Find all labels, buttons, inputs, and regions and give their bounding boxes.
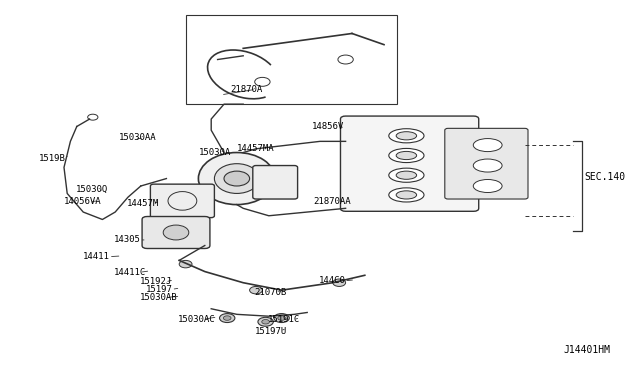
Ellipse shape <box>388 148 424 163</box>
Circle shape <box>220 314 235 323</box>
Circle shape <box>278 316 285 320</box>
Ellipse shape <box>396 132 417 140</box>
Ellipse shape <box>396 171 417 179</box>
Bar <box>186 15 397 104</box>
FancyBboxPatch shape <box>142 217 210 248</box>
Text: 1519B: 1519B <box>38 154 65 163</box>
Circle shape <box>274 314 289 323</box>
Text: 14457MA: 14457MA <box>237 144 275 153</box>
Text: 14411: 14411 <box>83 252 110 261</box>
Ellipse shape <box>396 151 417 160</box>
Ellipse shape <box>198 153 275 205</box>
Text: 14411C: 14411C <box>114 268 146 277</box>
Circle shape <box>179 260 192 268</box>
Ellipse shape <box>474 180 502 193</box>
Circle shape <box>224 171 250 186</box>
Ellipse shape <box>388 188 424 202</box>
Text: 14305: 14305 <box>114 235 141 244</box>
Text: 144C0: 144C0 <box>319 276 346 285</box>
FancyBboxPatch shape <box>445 128 528 199</box>
Text: 15197U: 15197U <box>255 327 287 336</box>
Ellipse shape <box>214 164 259 193</box>
Circle shape <box>223 316 231 320</box>
Ellipse shape <box>388 129 424 143</box>
Text: 15030AB: 15030AB <box>140 293 177 302</box>
FancyBboxPatch shape <box>253 166 298 199</box>
Text: 15030AC: 15030AC <box>178 315 216 324</box>
Ellipse shape <box>474 139 502 152</box>
FancyBboxPatch shape <box>340 116 479 211</box>
Text: 15030Q: 15030Q <box>76 185 108 194</box>
Circle shape <box>262 320 269 324</box>
FancyBboxPatch shape <box>150 184 214 218</box>
Text: SEC.140: SEC.140 <box>584 172 625 182</box>
Text: 14856V: 14856V <box>312 122 344 131</box>
Circle shape <box>333 279 346 286</box>
Ellipse shape <box>388 168 424 182</box>
Ellipse shape <box>474 159 502 172</box>
Text: 21070B: 21070B <box>255 288 287 296</box>
Text: 15197: 15197 <box>146 285 173 294</box>
Ellipse shape <box>396 191 417 199</box>
Text: 15030A: 15030A <box>198 148 230 157</box>
Text: 15192J: 15192J <box>140 278 172 286</box>
Text: 21870A: 21870A <box>230 85 262 94</box>
Text: 14457M: 14457M <box>127 199 159 208</box>
Text: 15191C: 15191C <box>268 315 300 324</box>
Text: 15030AA: 15030AA <box>118 133 156 142</box>
Ellipse shape <box>163 225 189 240</box>
Circle shape <box>258 317 273 326</box>
Circle shape <box>250 286 262 294</box>
Text: J14401HM: J14401HM <box>563 345 610 355</box>
Text: 14056VA: 14056VA <box>64 197 102 206</box>
Text: 21870AA: 21870AA <box>314 197 351 206</box>
